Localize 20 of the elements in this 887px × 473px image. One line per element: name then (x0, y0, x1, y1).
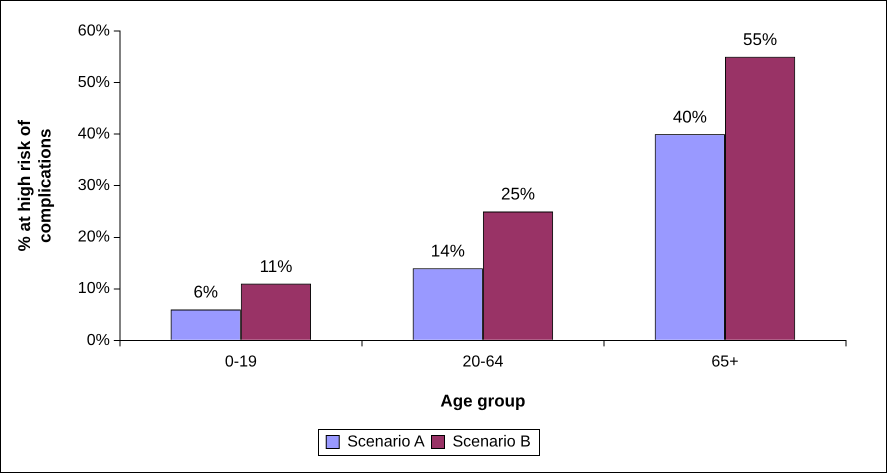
legend-label: Scenario A (347, 433, 425, 450)
y-tick-label: 40% (78, 126, 110, 143)
data-label: 55% (743, 30, 778, 49)
x-axis-title: Age group (440, 391, 526, 410)
x-tick-label: 65+ (711, 353, 739, 370)
data-label: 25% (500, 184, 536, 204)
data-label: 6% (193, 282, 218, 302)
data-label: 11% (260, 256, 292, 276)
x-tick-label: 0-19 (224, 353, 257, 370)
y-tick-label: 30% (78, 177, 110, 194)
y-tick-label: 60% (78, 22, 110, 40)
legend-label: Scenario B (452, 433, 531, 450)
y-tick-label: 20% (78, 228, 110, 246)
y-axis-title: % at high risk of complications (14, 120, 54, 252)
data-label: 40% (672, 107, 707, 126)
y-tick-label: 10% (78, 280, 110, 298)
y-tick-label: 50% (78, 74, 110, 91)
data-label: 14% (430, 241, 465, 260)
y-tick-label: 0% (86, 332, 110, 349)
x-tick-label: 20-64 (462, 353, 504, 370)
